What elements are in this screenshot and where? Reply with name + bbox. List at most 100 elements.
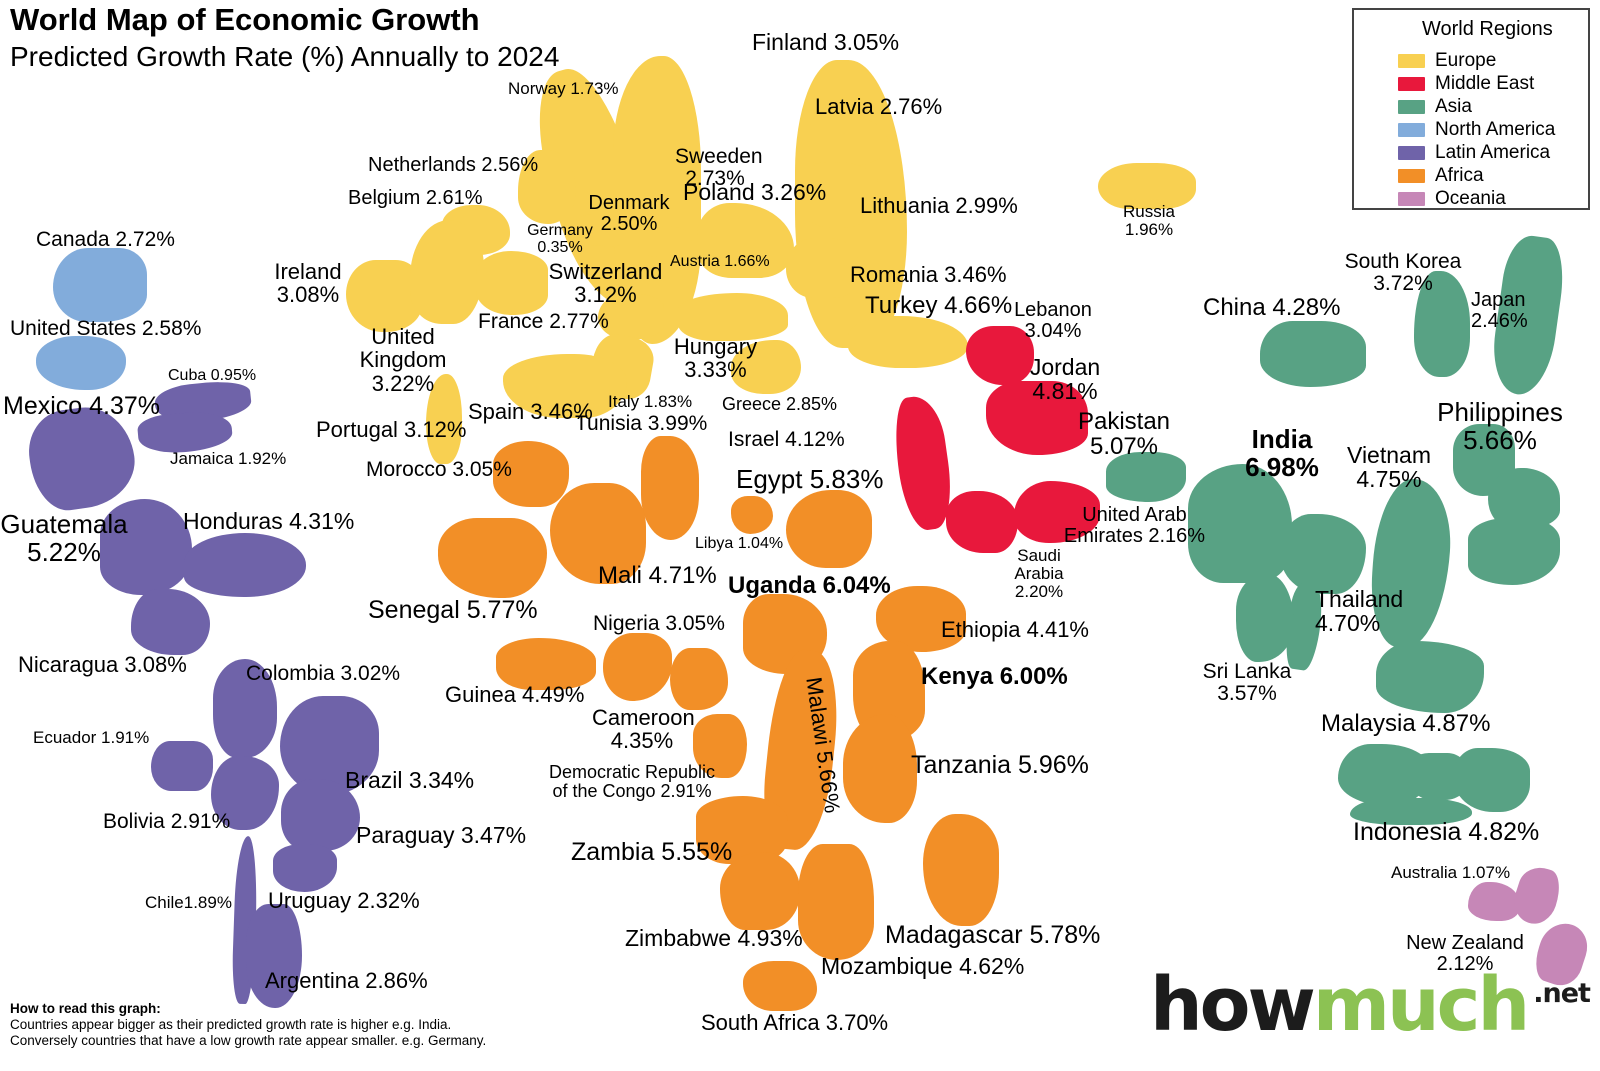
footer-note: How to read this graph: Countries appear… <box>10 1001 486 1049</box>
country-shape-indonesia <box>1453 748 1530 812</box>
country-shape-united-arab-emirates <box>1014 481 1100 543</box>
country-label-netherlands: Netherlands 2.56% <box>368 154 539 176</box>
country-label-australia: Australia 1.07% <box>1391 863 1511 882</box>
page-title: World Map of Economic Growth <box>10 2 480 37</box>
country-label-argentina: Argentina 2.86% <box>265 968 428 993</box>
country-label-portugal: Portugal 3.12% <box>316 417 467 442</box>
country-label-saudi-arabia: Saudi Arabia 2.20% <box>1014 546 1064 602</box>
country-shape-tunisia <box>641 436 699 540</box>
footer-line-1: Countries appear bigger as their predict… <box>10 1016 452 1032</box>
country-shape-democratic-republic-of-the-congo <box>693 714 747 778</box>
country-shape-tanzania <box>843 714 917 823</box>
country-label-uruguay: Uruguay 2.32% <box>268 888 420 913</box>
country-label-brazil: Brazil 3.34% <box>345 767 475 793</box>
country-shape-zimbabwe <box>720 852 800 930</box>
oceania-swatch-icon <box>1398 191 1425 206</box>
country-label-japan: Japan 2.46% <box>1471 289 1528 333</box>
country-label-lithuania: Lithuania 2.99% <box>860 193 1018 218</box>
country-shape-cameroon <box>670 648 728 710</box>
country-label-lebanon: Lebanon 3.04% <box>1014 299 1092 343</box>
country-label-switzerland: Switzerland 3.12% <box>548 259 663 308</box>
country-label-ethiopia: Ethiopia 4.41% <box>941 617 1089 642</box>
country-label-morocco: Morocco 3.05% <box>366 458 512 481</box>
country-label-jamaica: Jamaica 1.92% <box>170 449 287 468</box>
legend-item-middle-east: Middle East <box>1398 72 1588 95</box>
country-shape-canada <box>53 248 147 322</box>
country-shape-south-korea <box>1414 271 1470 377</box>
country-shape-honduras <box>184 533 306 597</box>
logo-text-much: much <box>1312 962 1530 1048</box>
africa-swatch-icon <box>1398 168 1425 183</box>
country-shape-switzerland <box>598 294 664 340</box>
country-shape-colombia <box>213 659 277 758</box>
country-label-malaysia: Malaysia 4.87% <box>1321 710 1491 737</box>
country-label-united-kingdom: United Kingdom 3.22% <box>359 324 447 396</box>
country-label-south-korea: South Korea 3.72% <box>1344 250 1462 296</box>
country-label-spain: Spain 3.46% <box>468 399 593 424</box>
header: World Map of Economic Growth Predicted G… <box>10 2 559 73</box>
country-shape-nigeria <box>603 633 672 701</box>
country-shape-germany <box>592 219 626 247</box>
country-label-israel: Israel 4.12% <box>728 428 845 451</box>
legend-label-latin-america: Latin America <box>1435 141 1551 163</box>
country-shape-ecuador <box>151 741 213 791</box>
asia-swatch-icon <box>1398 99 1425 114</box>
country-shape-latvia <box>798 116 888 166</box>
country-shape-turkey <box>848 316 968 368</box>
country-label-cameroon: Cameroon 4.35% <box>592 705 695 754</box>
legend-items: Europe Middle East Asia North America Latin … <box>1398 49 1588 210</box>
country-shape-mozambique <box>798 844 874 960</box>
country-shape-ireland <box>346 260 422 332</box>
legend-item-latin-america: Latin America <box>1398 141 1588 164</box>
country-shape-morocco <box>493 441 569 507</box>
country-label-nicaragua: Nicaragua 3.08% <box>18 652 187 677</box>
country-label-mozambique: Mozambique 4.62% <box>821 953 1025 979</box>
logo-text-how: how <box>1150 962 1316 1048</box>
country-label-india: India 6.98% <box>1245 424 1319 482</box>
country-shape-romania <box>786 238 858 298</box>
country-label-romania: Romania 3.46% <box>850 262 1007 287</box>
country-label-indonesia: Indonesia 4.82% <box>1353 818 1540 846</box>
country-shape-lebanon <box>966 326 1034 385</box>
country-label-philippines: Philippines 5.66% <box>1437 397 1563 455</box>
country-shape-netherlands <box>518 150 576 224</box>
country-label-poland: Poland 3.26% <box>683 179 827 205</box>
country-label-germany: Germany 0.35% <box>527 222 593 256</box>
country-shape-indonesia <box>1350 798 1472 825</box>
country-label-russia: Russia 1.96% <box>1123 202 1175 240</box>
country-shape-australia <box>1468 882 1520 921</box>
country-label-honduras: Honduras 4.31% <box>183 508 355 534</box>
legend-label-asia: Asia <box>1435 95 1472 117</box>
country-label-italy: Italy 1.83% <box>608 392 693 411</box>
legend-label-oceania: Oceania <box>1435 187 1506 209</box>
country-shape-spain <box>503 354 627 418</box>
country-shape-lithuania <box>798 162 878 228</box>
legend-item-oceania: Oceania <box>1398 187 1588 210</box>
country-label-greece: Greece 2.85% <box>722 394 838 414</box>
europe-swatch-icon <box>1398 53 1425 68</box>
country-label-ireland: Ireland 3.08% <box>274 259 342 308</box>
country-label-ecuador: Ecuador 1.91% <box>33 728 150 747</box>
country-label-libya: Libya 1.04% <box>695 535 784 552</box>
legend-label-europe: Europe <box>1435 49 1497 71</box>
latin-america-swatch-icon <box>1398 145 1425 160</box>
country-shape-philippines <box>1468 518 1560 585</box>
country-shape-portugal <box>426 374 462 464</box>
country-label-cuba: Cuba 0.95% <box>168 367 257 384</box>
country-shape-greece <box>731 340 801 394</box>
country-label-latvia: Latvia 2.76% <box>815 94 943 119</box>
country-label-zimbabwe: Zimbabwe 4.93% <box>625 925 803 951</box>
country-label-denmark: Denmark 2.50% <box>588 192 670 236</box>
country-label-belgium: Belgium 2.61% <box>348 187 483 209</box>
country-label-guatemala: Guatemala 5.22% <box>0 509 128 567</box>
country-shape-south-africa <box>743 961 817 1011</box>
country-label-hungary: Hungary 3.33% <box>673 334 758 383</box>
country-shape-brazil <box>280 696 379 795</box>
country-label-democratic-republic-of-the-congo: Democratic Republic of the Congo 2.91% <box>548 762 716 802</box>
country-shape-new-zealand <box>1508 861 1566 930</box>
country-label-united-arab-emirates: United Arab Emirates 2.16% <box>1063 504 1206 548</box>
country-shape-china <box>1260 321 1366 387</box>
country-shape-argentina <box>246 904 302 1008</box>
country-label-jordan: Jordan 4.81% <box>1029 354 1101 405</box>
